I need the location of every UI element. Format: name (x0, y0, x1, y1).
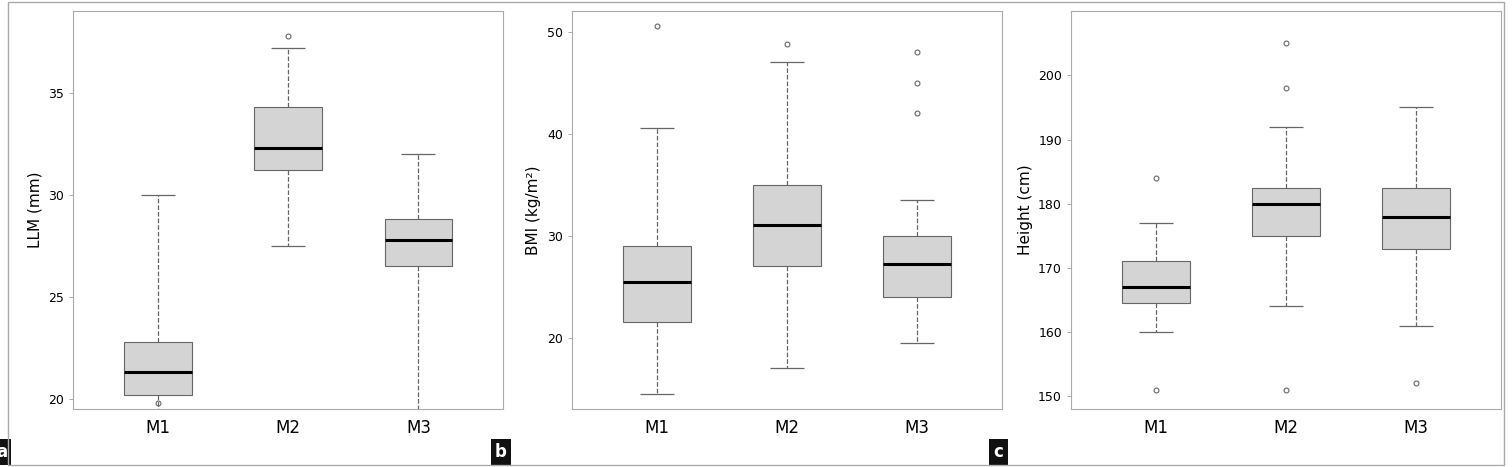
PathPatch shape (883, 236, 951, 297)
Text: c: c (993, 443, 1004, 461)
PathPatch shape (1382, 188, 1450, 248)
Text: a: a (0, 443, 8, 461)
PathPatch shape (1122, 262, 1190, 303)
PathPatch shape (124, 342, 192, 395)
Y-axis label: LLM (mm): LLM (mm) (27, 172, 42, 248)
PathPatch shape (753, 184, 821, 266)
Y-axis label: BMI (kg/m²): BMI (kg/m²) (526, 165, 541, 255)
PathPatch shape (254, 107, 322, 170)
PathPatch shape (1252, 188, 1320, 236)
Text: b: b (494, 443, 507, 461)
Y-axis label: Height (cm): Height (cm) (1018, 165, 1033, 255)
PathPatch shape (623, 246, 691, 322)
PathPatch shape (384, 219, 452, 266)
